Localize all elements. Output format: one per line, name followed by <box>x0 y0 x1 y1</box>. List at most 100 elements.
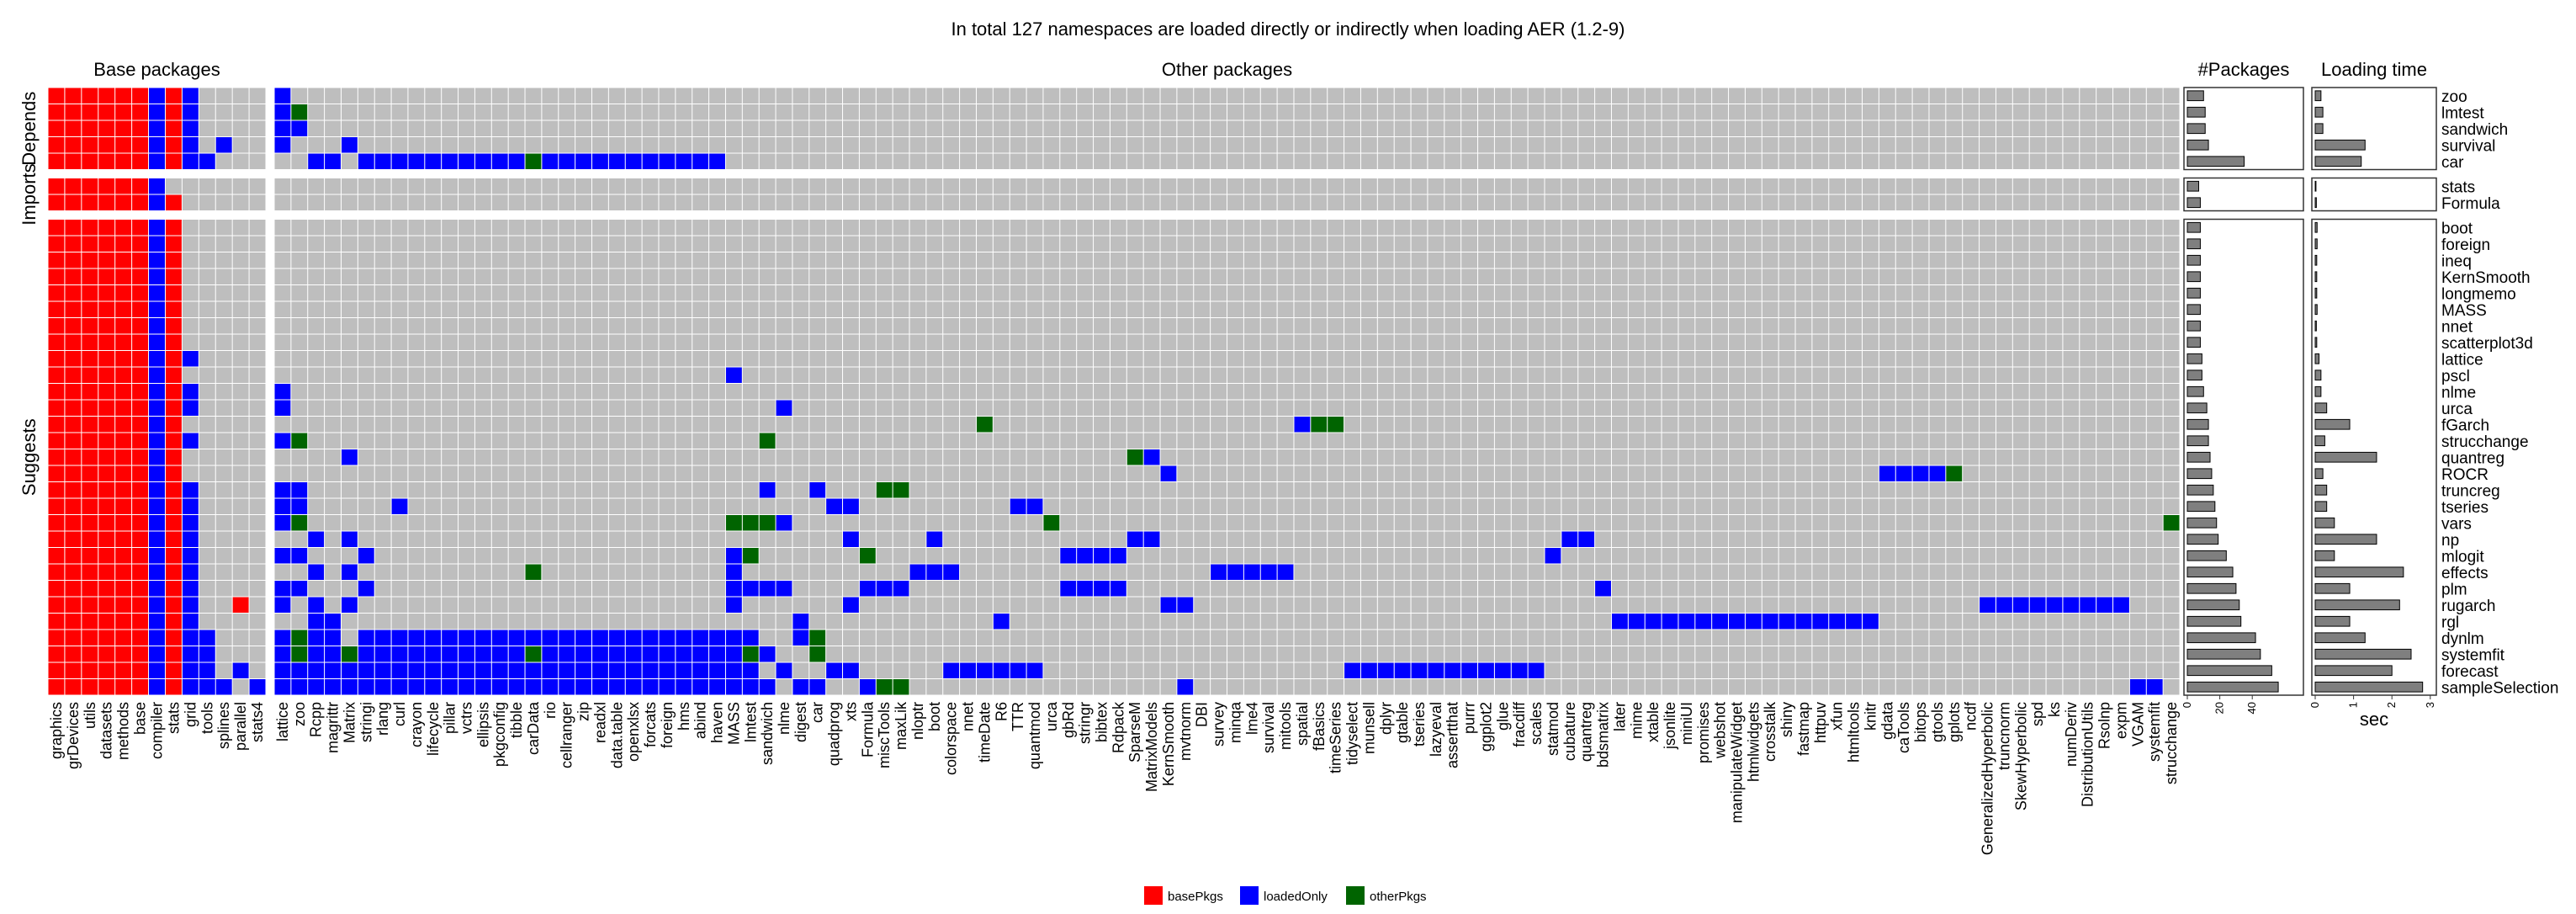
heatmap-cell <box>1678 220 1695 236</box>
heatmap-cell <box>1227 334 1243 350</box>
heatmap-cell <box>149 531 165 547</box>
heatmap-cell <box>1328 268 1344 284</box>
heatmap-cell <box>508 301 525 317</box>
row-group-label: Suggests <box>19 418 40 496</box>
heatmap-cell <box>358 614 374 630</box>
heatmap-cell <box>374 581 391 597</box>
heatmap-cell <box>809 614 826 630</box>
heatmap-cell <box>1211 252 1227 268</box>
heatmap-cell <box>1394 449 1411 465</box>
heatmap-cell <box>1980 252 1996 268</box>
heatmap-cell <box>1511 646 1528 662</box>
heatmap-cell <box>676 498 692 514</box>
heatmap-cell <box>2012 153 2029 169</box>
heatmap-cell <box>458 433 474 449</box>
heatmap-cell <box>474 433 491 449</box>
heatmap-cell <box>525 120 542 136</box>
heatmap-cell <box>1678 564 1695 580</box>
heatmap-cell <box>525 465 542 481</box>
heatmap-cell <box>1578 220 1595 236</box>
heatmap-cell <box>1895 630 1912 646</box>
heatmap-cell <box>1377 581 1394 597</box>
heatmap-cell <box>876 515 893 531</box>
heatmap-cell <box>1895 120 1912 136</box>
heatmap-cell <box>1863 597 1879 613</box>
heatmap-cell <box>1628 318 1645 334</box>
heatmap-cell <box>926 482 943 498</box>
heatmap-cell <box>2063 318 2080 334</box>
heatmap-cell <box>792 630 809 646</box>
heatmap-cell <box>48 564 65 580</box>
heatmap-cell <box>843 581 859 597</box>
heatmap-cell <box>809 564 826 580</box>
heatmap-cell <box>132 236 149 252</box>
heatmap-cell <box>1344 367 1360 383</box>
heatmap-cell <box>458 236 474 252</box>
heatmap-cell <box>1879 449 1895 465</box>
heatmap-cell <box>1745 498 1762 514</box>
heatmap-cell <box>391 120 408 136</box>
heatmap-cell <box>1394 194 1411 210</box>
heatmap-cell <box>291 614 308 630</box>
heatmap-cell <box>993 268 1010 284</box>
heatmap-cell <box>115 120 132 136</box>
heatmap-cell <box>325 597 341 613</box>
heatmap-cell <box>2096 548 2113 564</box>
heatmap-cell <box>893 662 909 678</box>
column-label: foreign <box>659 702 676 748</box>
heatmap-cell <box>82 236 98 252</box>
heatmap-cell <box>1946 318 1963 334</box>
row-label: scatterplot3d <box>2441 335 2533 353</box>
heatmap-cell <box>1795 268 1812 284</box>
heatmap-cell <box>1511 449 1528 465</box>
heatmap-cell <box>742 515 759 531</box>
heatmap-cell <box>1126 498 1143 514</box>
heatmap-cell <box>1645 301 1662 317</box>
heatmap-cell <box>1177 646 1194 662</box>
heatmap-cell <box>2046 351 2063 367</box>
heatmap-cell <box>249 662 266 678</box>
heatmap-cell <box>291 351 308 367</box>
heatmap-cell <box>2146 417 2163 433</box>
heatmap-cell <box>1795 662 1812 678</box>
row-label: MASS <box>2441 302 2487 320</box>
heatmap-cell <box>792 334 809 350</box>
heatmap-cell <box>1946 531 1963 547</box>
heatmap-cell <box>776 662 792 678</box>
heatmap-cell <box>1662 194 1678 210</box>
heatmap-cell <box>1963 548 1980 564</box>
heatmap-cell <box>458 482 474 498</box>
heatmap-cell <box>2113 581 2129 597</box>
heatmap-cell <box>1394 301 1411 317</box>
heatmap-cell <box>1561 630 1578 646</box>
heatmap-cell <box>1360 153 1377 169</box>
heatmap-cell <box>249 194 266 210</box>
heatmap-cell <box>474 351 491 367</box>
heatmap-cell <box>1328 153 1344 169</box>
heatmap-cell <box>115 400 132 416</box>
column-label: tseries <box>1411 702 1428 747</box>
heatmap-cell <box>1478 465 1494 481</box>
heatmap-cell <box>2163 581 2180 597</box>
heatmap-cell <box>1094 465 1110 481</box>
heatmap-cell <box>792 662 809 678</box>
heatmap-cell <box>1628 400 1645 416</box>
heatmap-cell <box>943 498 960 514</box>
heatmap-cell <box>48 482 65 498</box>
heatmap-cell <box>341 384 358 400</box>
heatmap-cell <box>274 153 291 169</box>
heatmap-cell <box>692 482 709 498</box>
heatmap-cell <box>425 220 442 236</box>
heatmap-cell <box>1311 581 1328 597</box>
heatmap-cell <box>659 351 676 367</box>
heatmap-cell <box>692 597 709 613</box>
heatmap-cell <box>1628 194 1645 210</box>
heatmap-cell <box>993 104 1010 120</box>
heatmap-cell <box>1645 137 1662 153</box>
heatmap-cell <box>1695 515 1712 531</box>
heatmap-cell <box>1846 630 1862 646</box>
heatmap-cell <box>1060 178 1077 194</box>
legend: basePkgs loadedOnly otherPkgs <box>1144 886 1427 905</box>
heatmap-cell <box>374 88 391 104</box>
heatmap-cell <box>2080 662 2096 678</box>
